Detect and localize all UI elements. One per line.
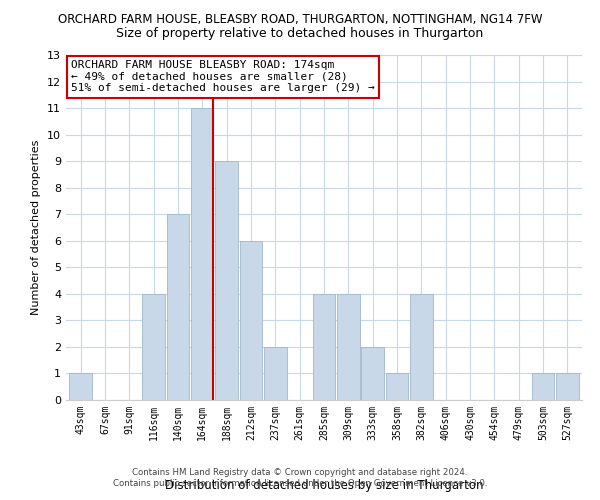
Bar [142,294,165,400]
Bar [532,374,554,400]
Bar [556,374,578,400]
Bar [240,241,262,400]
Bar [410,294,433,400]
Bar [337,294,359,400]
Bar [70,374,92,400]
Bar [361,347,384,400]
Bar [313,294,335,400]
Text: Contains HM Land Registry data © Crown copyright and database right 2024.
Contai: Contains HM Land Registry data © Crown c… [113,468,487,487]
Bar [386,374,408,400]
Bar [167,214,189,400]
Text: Size of property relative to detached houses in Thurgarton: Size of property relative to detached ho… [116,28,484,40]
X-axis label: Distribution of detached houses by size in Thurgarton: Distribution of detached houses by size … [165,479,483,492]
Bar [215,161,238,400]
Bar [191,108,214,400]
Text: ORCHARD FARM HOUSE, BLEASBY ROAD, THURGARTON, NOTTINGHAM, NG14 7FW: ORCHARD FARM HOUSE, BLEASBY ROAD, THURGA… [58,12,542,26]
Text: ORCHARD FARM HOUSE BLEASBY ROAD: 174sqm
← 49% of detached houses are smaller (28: ORCHARD FARM HOUSE BLEASBY ROAD: 174sqm … [71,60,375,94]
Bar [264,347,287,400]
Y-axis label: Number of detached properties: Number of detached properties [31,140,41,315]
